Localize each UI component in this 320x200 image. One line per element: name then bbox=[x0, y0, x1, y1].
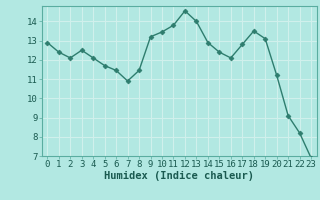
X-axis label: Humidex (Indice chaleur): Humidex (Indice chaleur) bbox=[104, 171, 254, 181]
